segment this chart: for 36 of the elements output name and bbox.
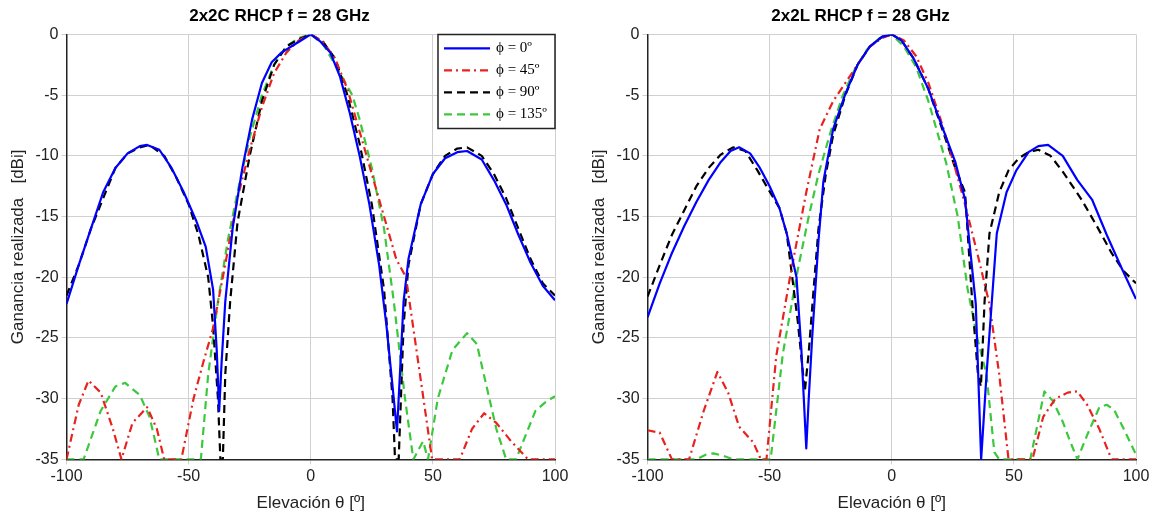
x-tick-label: 100 bbox=[1122, 467, 1150, 485]
y-tick-label: -10 bbox=[616, 146, 640, 164]
y-tick-label: -15 bbox=[35, 206, 59, 224]
x-tick-label: -100 bbox=[50, 467, 83, 485]
legend-label: ϕ = 90º bbox=[495, 83, 540, 100]
x-tick-label: 0 bbox=[306, 467, 316, 485]
x-axis-title: Elevación θ [º] bbox=[256, 493, 365, 513]
y-axis-title: Ganancia realizada [dBi] bbox=[7, 149, 27, 345]
x-tick-label: 0 bbox=[887, 467, 897, 485]
y-tick-label: -10 bbox=[35, 146, 59, 164]
y-tick-label: -20 bbox=[616, 267, 640, 285]
y-tick-label: -5 bbox=[44, 85, 59, 103]
x-tick-label: 50 bbox=[423, 467, 442, 485]
legend-label: ϕ = 0º bbox=[495, 39, 533, 56]
legend-label: ϕ = 45º bbox=[495, 61, 540, 78]
y-tick-label: 0 bbox=[630, 24, 640, 42]
x-tick-label: -100 bbox=[631, 467, 664, 485]
y-axis-title: Ganancia realizada [dBi] bbox=[588, 149, 608, 345]
y-tick-label: -25 bbox=[616, 328, 640, 346]
y-tick-label: 0 bbox=[49, 24, 59, 42]
x-tick-label: 50 bbox=[1004, 467, 1023, 485]
x-tick-label: -50 bbox=[758, 467, 782, 485]
x-tick-label: 100 bbox=[541, 467, 569, 485]
chart-title: 2x2C RHCP f = 28 GHz bbox=[189, 5, 370, 25]
y-tick-label: -30 bbox=[616, 389, 640, 407]
y-tick-label: -5 bbox=[625, 85, 640, 103]
y-tick-label: -30 bbox=[35, 389, 59, 407]
x-axis-title: Elevación θ [º] bbox=[837, 493, 946, 513]
legend-label: ϕ = 135º bbox=[495, 105, 548, 122]
y-tick-label: -25 bbox=[35, 328, 59, 346]
y-tick-label: -35 bbox=[616, 449, 640, 467]
y-tick-label: -35 bbox=[35, 449, 59, 467]
chart-title: 2x2L RHCP f = 28 GHz bbox=[771, 5, 950, 25]
y-tick-label: -15 bbox=[616, 206, 640, 224]
y-tick-label: -20 bbox=[35, 267, 59, 285]
x-tick-label: -50 bbox=[177, 467, 201, 485]
